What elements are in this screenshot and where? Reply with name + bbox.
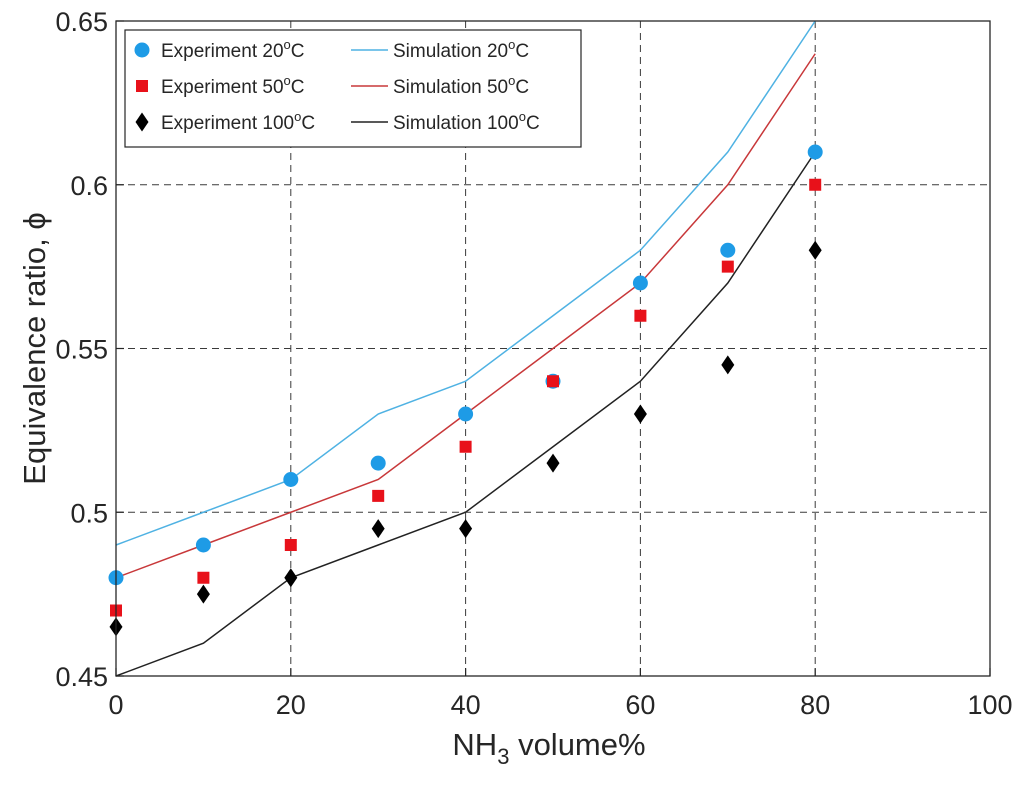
point-experiment-100oc (633, 404, 647, 424)
point-experiment-100oc (808, 240, 822, 260)
legend-label: Experiment 100oC (161, 109, 315, 134)
legend-label: Experiment 50oC (161, 73, 304, 98)
x-axis-label-subscript: 3 (497, 744, 509, 769)
legend-marker (134, 42, 150, 58)
y-axis-ticks: 0.45 0.5 0.55 0.6 0.65 (55, 7, 124, 692)
x-tick-label: 60 (625, 690, 655, 720)
x-axis-label: NH3 volume% (452, 727, 645, 769)
legend-marker (136, 80, 148, 92)
x-axis-ticks: 0 20 40 60 80 100 (108, 668, 1013, 720)
point-experiment-20oc (632, 275, 648, 291)
legend-label: Simulation 100oC (393, 109, 540, 134)
y-tick-label: 0.45 (55, 662, 108, 692)
series-layer (108, 20, 823, 677)
legend-label: Simulation 20oC (393, 37, 529, 62)
y-tick-label: 0.5 (70, 498, 108, 528)
point-experiment-50oc (459, 440, 472, 453)
point-experiment-20oc (195, 537, 211, 553)
x-axis-label-rest: volume% (509, 727, 645, 762)
y-axis-label: Equivalence ratio, ϕ (17, 212, 52, 484)
point-experiment-50oc (634, 309, 647, 322)
legend-label: Experiment 20oC (161, 37, 304, 62)
point-experiment-20oc (370, 455, 386, 471)
x-axis-label-main: NH (452, 727, 497, 762)
y-tick-label: 0.6 (70, 171, 108, 201)
point-experiment-20oc (807, 144, 823, 160)
series-line-simulation-100oc (115, 151, 816, 677)
x-tick-label: 20 (276, 690, 306, 720)
point-experiment-100oc (196, 584, 210, 604)
point-experiment-50oc (284, 539, 297, 551)
point-experiment-100oc (459, 519, 473, 539)
y-tick-label: 0.55 (55, 335, 108, 365)
point-experiment-50oc (547, 375, 559, 388)
point-experiment-100oc (371, 519, 385, 539)
point-experiment-50oc (197, 571, 210, 584)
legend-marker (135, 112, 149, 132)
x-tick-label: 100 (967, 690, 1012, 720)
legend-label: Simulation 50oC (393, 73, 529, 98)
point-experiment-50oc (721, 260, 734, 273)
y-tick-label: 0.65 (55, 7, 108, 37)
x-tick-label: 0 (108, 690, 123, 720)
legend-items: Experiment 20oC Experiment 50oC Experiment… (134, 37, 540, 134)
point-experiment-100oc (284, 568, 298, 588)
legend: Experiment 20oC Experiment 50oC Experiment… (124, 29, 582, 148)
point-experiment-20oc (458, 406, 474, 422)
series-line-simulation-20oc (115, 20, 816, 546)
x-tick-label: 80 (800, 690, 830, 720)
point-experiment-100oc (546, 453, 560, 473)
point-experiment-20oc (720, 242, 736, 258)
x-tick-label: 40 (451, 690, 481, 720)
point-experiment-50oc (372, 489, 385, 502)
point-experiment-50oc (809, 178, 822, 191)
point-experiment-20oc (283, 472, 299, 487)
point-experiment-100oc (721, 355, 735, 375)
